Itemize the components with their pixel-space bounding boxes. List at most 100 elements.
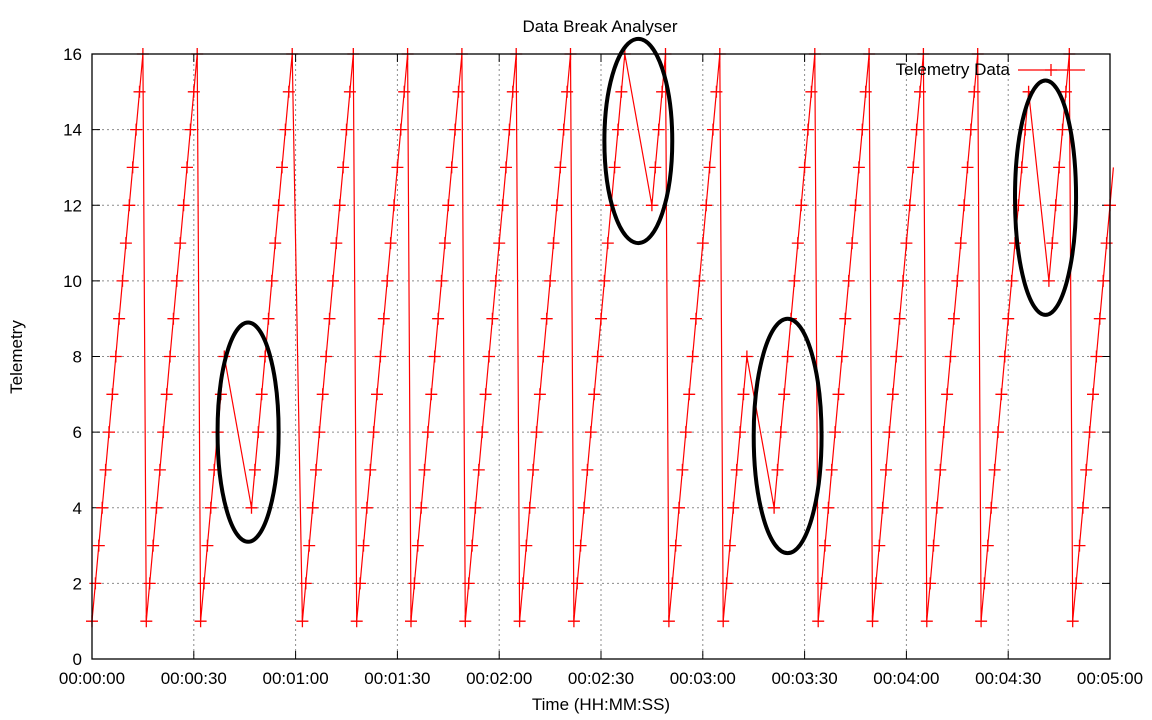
- data-point-marker: [581, 463, 594, 476]
- data-point-marker: [557, 123, 570, 136]
- data-point-marker: [985, 501, 998, 514]
- data-point-marker: [310, 463, 322, 476]
- data-point-marker: [1097, 274, 1110, 287]
- x-tick-label: 00:00:00: [59, 669, 125, 688]
- data-point-marker: [350, 615, 363, 628]
- data-point-marker: [554, 161, 567, 174]
- data-point-marker: [157, 426, 170, 439]
- data-point-marker: [798, 161, 811, 174]
- y-tick-label: 16: [63, 45, 82, 64]
- data-point-marker: [968, 85, 981, 98]
- data-point-marker: [825, 463, 838, 476]
- data-point-marker: [1083, 426, 1096, 439]
- data-point-marker: [418, 463, 431, 476]
- data-point-marker: [167, 312, 180, 325]
- data-point-marker: [947, 312, 960, 325]
- data-point-marker: [961, 161, 974, 174]
- data-point-marker: [720, 577, 733, 590]
- data-point-marker: [958, 199, 971, 212]
- data-point-marker: [567, 615, 580, 628]
- data-point-marker: [574, 539, 587, 552]
- data-point-marker: [92, 539, 105, 552]
- data-point-marker: [428, 350, 441, 363]
- data-point-marker: [198, 577, 210, 590]
- data-point-marker: [442, 199, 455, 212]
- data-point-marker: [265, 274, 278, 287]
- data-point-marker: [1059, 85, 1072, 98]
- data-point-marker: [547, 237, 560, 250]
- y-tick-label: 12: [63, 196, 82, 215]
- annotation-ellipse: [751, 316, 824, 556]
- data-point-marker: [550, 199, 563, 212]
- data-point-marker: [652, 123, 665, 136]
- data-point-marker: [452, 85, 465, 98]
- data-point-marker: [517, 577, 529, 590]
- data-point-marker: [737, 388, 750, 401]
- data-point-marker: [924, 577, 937, 590]
- data-point-marker: [774, 426, 787, 439]
- data-point-marker: [394, 123, 407, 136]
- data-point-marker: [683, 388, 696, 401]
- data-point-marker: [992, 426, 1004, 439]
- data-point-marker: [364, 463, 377, 476]
- data-point-marker: [160, 388, 173, 401]
- data-point-marker: [116, 274, 129, 287]
- data-point-marker: [717, 615, 730, 628]
- x-tick-label: 00:04:30: [975, 669, 1041, 688]
- data-point-marker: [900, 237, 913, 250]
- data-point-marker: [595, 312, 607, 325]
- data-point-marker: [975, 615, 988, 628]
- data-point-marker: [1070, 577, 1083, 590]
- data-point-marker: [143, 577, 156, 590]
- data-point-marker: [1005, 274, 1018, 287]
- data-point-marker: [483, 350, 495, 363]
- data-point-marker: [988, 463, 1001, 476]
- data-point-marker: [903, 199, 916, 212]
- data-point-marker: [201, 539, 214, 552]
- chart-title: Data Break Analyser: [523, 17, 678, 36]
- x-tick-label: 00:03:00: [670, 669, 736, 688]
- data-point-marker: [282, 85, 295, 98]
- data-point-marker: [578, 501, 590, 514]
- data-point-marker: [374, 350, 387, 363]
- data-point-marker: [846, 237, 859, 250]
- data-point-marker: [408, 577, 421, 590]
- data-point-marker: [340, 123, 353, 136]
- data-point-marker: [869, 577, 882, 590]
- data-point-marker: [998, 350, 1011, 363]
- data-point-marker: [187, 85, 200, 98]
- data-point-marker: [245, 501, 258, 514]
- data-point-marker: [730, 463, 743, 476]
- data-point-marker: [486, 312, 499, 325]
- data-point-marker: [150, 501, 163, 514]
- y-tick-label: 4: [73, 499, 82, 518]
- data-point-marker: [415, 501, 428, 514]
- data-point-marker: [927, 539, 940, 552]
- data-point-marker: [588, 388, 601, 401]
- data-point-marker: [1080, 463, 1093, 476]
- data-point-marker: [723, 539, 736, 552]
- data-point-marker: [411, 539, 424, 552]
- data-point-marker: [540, 312, 553, 325]
- data-point-marker: [520, 539, 533, 552]
- data-point-marker: [1056, 123, 1069, 136]
- data-point-marker: [690, 312, 702, 325]
- data-point-marker: [500, 161, 512, 174]
- data-point-marker: [819, 539, 831, 552]
- data-point-marker: [170, 274, 183, 287]
- data-point-marker: [469, 501, 482, 514]
- data-point-marker: [533, 388, 546, 401]
- data-point-marker: [598, 274, 611, 287]
- x-axis-title: Time (HH:MM:SS): [532, 695, 670, 714]
- data-point-marker: [133, 85, 146, 98]
- data-point-marker: [333, 199, 346, 212]
- data-point-marker: [645, 199, 658, 212]
- data-point-marker: [438, 237, 451, 250]
- data-point-marker: [829, 426, 842, 439]
- data-point-marker: [398, 85, 411, 98]
- data-point-marker: [669, 539, 682, 552]
- data-point-marker: [449, 123, 462, 136]
- x-tick-label: 00:01:30: [364, 669, 430, 688]
- data-point-marker: [778, 388, 791, 401]
- data-point-marker: [299, 577, 312, 590]
